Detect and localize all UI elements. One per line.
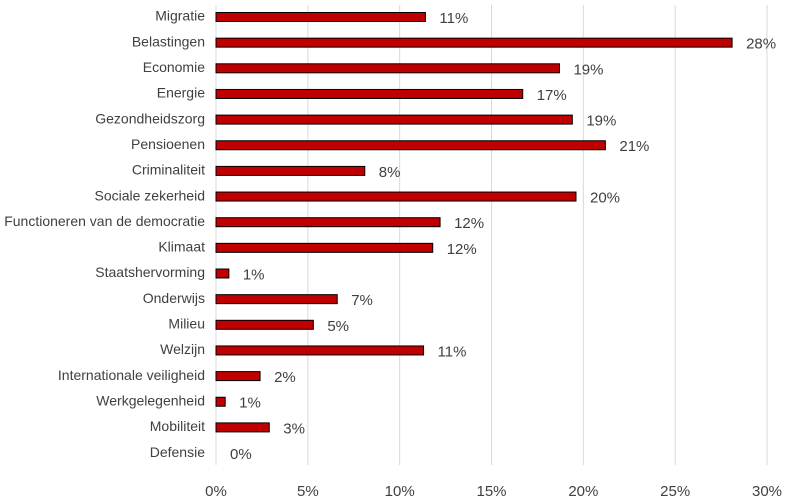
data-label: 12%: [447, 241, 477, 258]
data-label: 5%: [327, 318, 349, 335]
y-tick-label: Internationale veiligheid: [58, 367, 205, 383]
data-label: 0%: [230, 446, 252, 463]
data-label: 28%: [746, 36, 776, 53]
bar: [215, 217, 441, 228]
data-label: 8%: [379, 164, 401, 181]
y-tick-label: Belastingen: [132, 33, 205, 49]
data-label: 2%: [274, 369, 296, 386]
y-tick-label: Klimaat: [158, 239, 205, 255]
bar: [215, 345, 425, 356]
y-tick-label: Gezondheidszorg: [95, 110, 205, 126]
bar: [215, 371, 261, 382]
y-tick-label: Milieu: [168, 316, 205, 332]
y-tick-label: Staatshervorming: [95, 264, 205, 280]
y-tick-label: Energie: [157, 85, 205, 101]
data-label: 19%: [586, 113, 616, 130]
x-tick-label: 15%: [476, 483, 506, 500]
bar: [215, 88, 524, 99]
y-tick-label: Onderwijs: [143, 290, 205, 306]
x-tick-label: 10%: [385, 483, 415, 500]
data-label: 11%: [439, 10, 468, 27]
y-tick-label: Functioneren van de democratie: [4, 213, 205, 229]
x-tick-label: 0%: [205, 483, 227, 500]
bar: [215, 114, 573, 125]
y-tick-label: Pensioenen: [131, 136, 205, 152]
bar: [215, 63, 560, 74]
data-label: 12%: [454, 215, 484, 232]
data-label: 1%: [239, 395, 261, 412]
y-tick-label: Welzijn: [160, 341, 205, 357]
data-label: 19%: [573, 61, 603, 78]
bar: [215, 319, 314, 330]
y-tick-label: Defensie: [150, 444, 205, 460]
x-tick-label: 20%: [568, 483, 598, 500]
bar: [215, 242, 434, 253]
data-label: 17%: [537, 87, 567, 104]
bar: [215, 37, 733, 48]
bar: [215, 294, 338, 305]
bar: [215, 191, 577, 202]
bar: [215, 12, 426, 22]
bar: [215, 396, 226, 407]
x-tick-label: 25%: [660, 483, 690, 500]
data-label: 7%: [351, 292, 373, 309]
y-tick-label: Werkgelegenheid: [96, 392, 205, 408]
y-tick-label: Migratie: [155, 8, 205, 24]
x-tick-label: 5%: [297, 483, 319, 500]
y-tick-label: Economie: [143, 59, 205, 75]
bar: [215, 140, 606, 151]
y-tick-label: Sociale zekerheid: [94, 187, 205, 203]
data-label: 21%: [619, 138, 649, 155]
data-label: 1%: [243, 266, 265, 283]
x-tick-label: 30%: [752, 483, 782, 500]
y-tick-label: Mobiliteit: [150, 418, 205, 434]
bar: [215, 422, 270, 433]
bar: [215, 165, 366, 176]
data-label: 3%: [283, 420, 305, 437]
bar: [215, 268, 230, 279]
data-label: 20%: [590, 190, 620, 207]
y-tick-label: Criminaliteit: [132, 162, 205, 178]
data-label: 11%: [438, 343, 467, 360]
